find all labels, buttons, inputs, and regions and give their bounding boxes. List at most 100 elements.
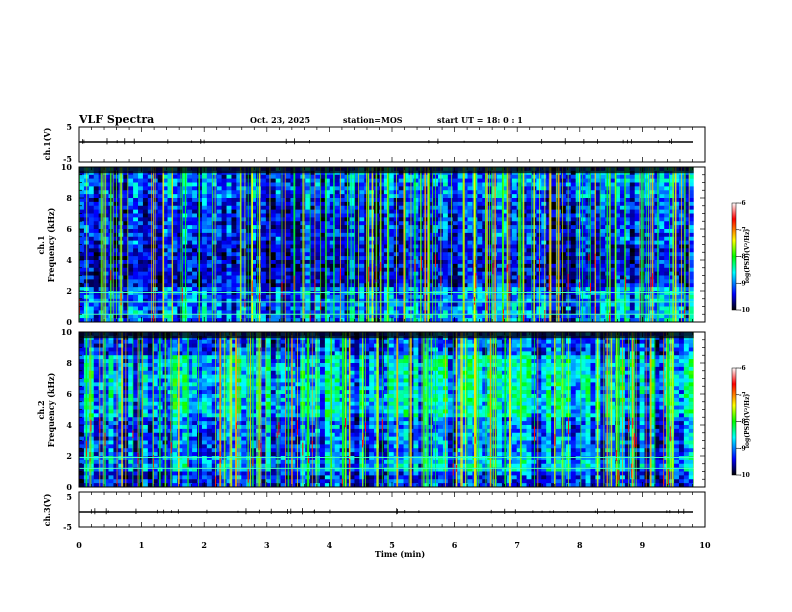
spectrogram-cell — [201, 256, 208, 261]
spectrogram-cell — [624, 294, 631, 300]
spectrogram-cell — [546, 291, 552, 296]
spectrogram-cell — [497, 190, 503, 195]
spectrogram-cell — [477, 178, 483, 183]
spectrogram-cell — [260, 182, 267, 187]
spectrogram-cell — [226, 201, 232, 207]
spectrogram-cell — [497, 263, 503, 269]
spectrogram-cell — [334, 178, 340, 183]
spectrogram-cell — [187, 217, 193, 222]
spectrogram-cell — [226, 232, 232, 238]
spectrogram-cell — [201, 198, 208, 203]
spectrogram-cell — [629, 252, 636, 257]
spectrogram-cell — [403, 256, 409, 261]
spectrogram-cell — [560, 194, 567, 199]
spectrogram-cell — [560, 213, 567, 218]
spectrogram-cell — [413, 205, 419, 210]
spectrogram-cell — [226, 271, 232, 276]
spectrogram-cell — [103, 232, 109, 238]
spectrogram-cell — [442, 229, 449, 234]
spectrogram-cell — [590, 194, 596, 199]
spectrogram-cell — [93, 221, 99, 226]
spectrogram-cell — [664, 201, 670, 207]
spectrogram-cell — [580, 302, 586, 307]
spectrogram-cell — [93, 209, 99, 214]
spectrogram-cell — [265, 201, 272, 207]
spectrogram-cell — [349, 236, 355, 241]
spectrogram-cell — [147, 271, 154, 276]
spectrogram-cell — [256, 186, 262, 191]
spectrogram-cell — [113, 256, 119, 261]
spectrogram-cell — [442, 271, 449, 276]
spectrogram-cell — [138, 236, 144, 241]
spectrogram-cell — [615, 248, 621, 253]
spectrogram-cell — [546, 294, 552, 300]
spectrogram-cell — [187, 291, 193, 296]
spectrogram-cell — [93, 240, 99, 245]
spectrogram-cell — [123, 283, 129, 288]
spectrogram-cell — [192, 252, 198, 257]
spectrogram-cell — [654, 256, 660, 261]
spectrogram-cell — [128, 294, 134, 300]
spectrogram-cell — [388, 186, 395, 191]
spectrogram-cell — [674, 182, 680, 187]
spectrogram-cell — [260, 310, 267, 315]
spectrogram-cell — [629, 244, 636, 249]
spectrogram-cell — [378, 294, 385, 300]
spectrogram-cell — [315, 205, 321, 210]
spectrogram-cell — [315, 178, 321, 183]
spectrogram-cell — [413, 190, 419, 195]
spectrogram-cell — [290, 256, 296, 261]
spectrogram-cell — [615, 229, 621, 234]
spectrogram-cell — [403, 244, 409, 249]
spectrogram-cell — [600, 178, 606, 183]
spectrogram-cell — [123, 190, 129, 195]
spectrogram-cell — [378, 217, 385, 222]
spectrogram-cell — [305, 287, 311, 292]
spectrogram-cell — [221, 190, 227, 195]
spectrogram-cell — [359, 236, 365, 241]
spectrogram-cell — [310, 182, 316, 187]
spectrogram-cell — [88, 240, 95, 245]
spectrogram-cell — [275, 256, 281, 261]
spectrogram-cell — [359, 240, 365, 245]
spectrogram-cell — [182, 232, 188, 238]
spectrogram-cell — [354, 275, 360, 280]
spectrogram-cell — [329, 182, 336, 187]
spectrogram-cell — [541, 213, 547, 218]
spectrogram-cell — [79, 248, 85, 253]
spectrogram-cell — [221, 209, 227, 214]
spectrogram-cell — [211, 217, 217, 222]
spectrogram-cell — [359, 306, 365, 311]
spectrogram-cell — [216, 213, 222, 218]
spectrogram-cell — [511, 182, 517, 187]
spectrogram-cell — [541, 194, 547, 199]
spectrogram-cell — [482, 221, 488, 226]
spectrogram-cell — [275, 174, 281, 179]
spectrogram-cell — [162, 294, 168, 300]
spectrogram-cell — [541, 182, 547, 187]
spectrogram-cell — [162, 201, 168, 207]
spectrogram-cell — [649, 252, 655, 257]
spectrogram-cell — [403, 294, 409, 300]
spectrogram-cell — [206, 256, 213, 261]
spectrogram-cell — [629, 275, 636, 280]
spectrogram-cell — [206, 244, 213, 249]
spectrogram-cell — [147, 298, 154, 303]
spectrogram-cell — [644, 260, 650, 265]
spectrogram-cell — [192, 306, 198, 311]
spectrogram-cell — [344, 217, 350, 222]
spectrogram-cell — [447, 186, 454, 191]
spectrogram-cell — [157, 205, 163, 210]
spectrogram-cell — [88, 310, 95, 315]
spectrogram-cell — [644, 178, 650, 183]
spectrogram-cell — [349, 283, 355, 288]
spectrogram-cell — [295, 318, 301, 322]
spectrogram-cell — [310, 294, 316, 300]
spectrogram-cell — [462, 229, 468, 234]
spectrogram-cell — [167, 194, 173, 199]
spectrogram-cell — [595, 294, 601, 300]
spectrogram-cell — [221, 240, 227, 245]
spectrogram-cell — [610, 310, 616, 315]
spectrogram-cell — [659, 182, 665, 187]
spectrogram-cell — [654, 302, 660, 307]
